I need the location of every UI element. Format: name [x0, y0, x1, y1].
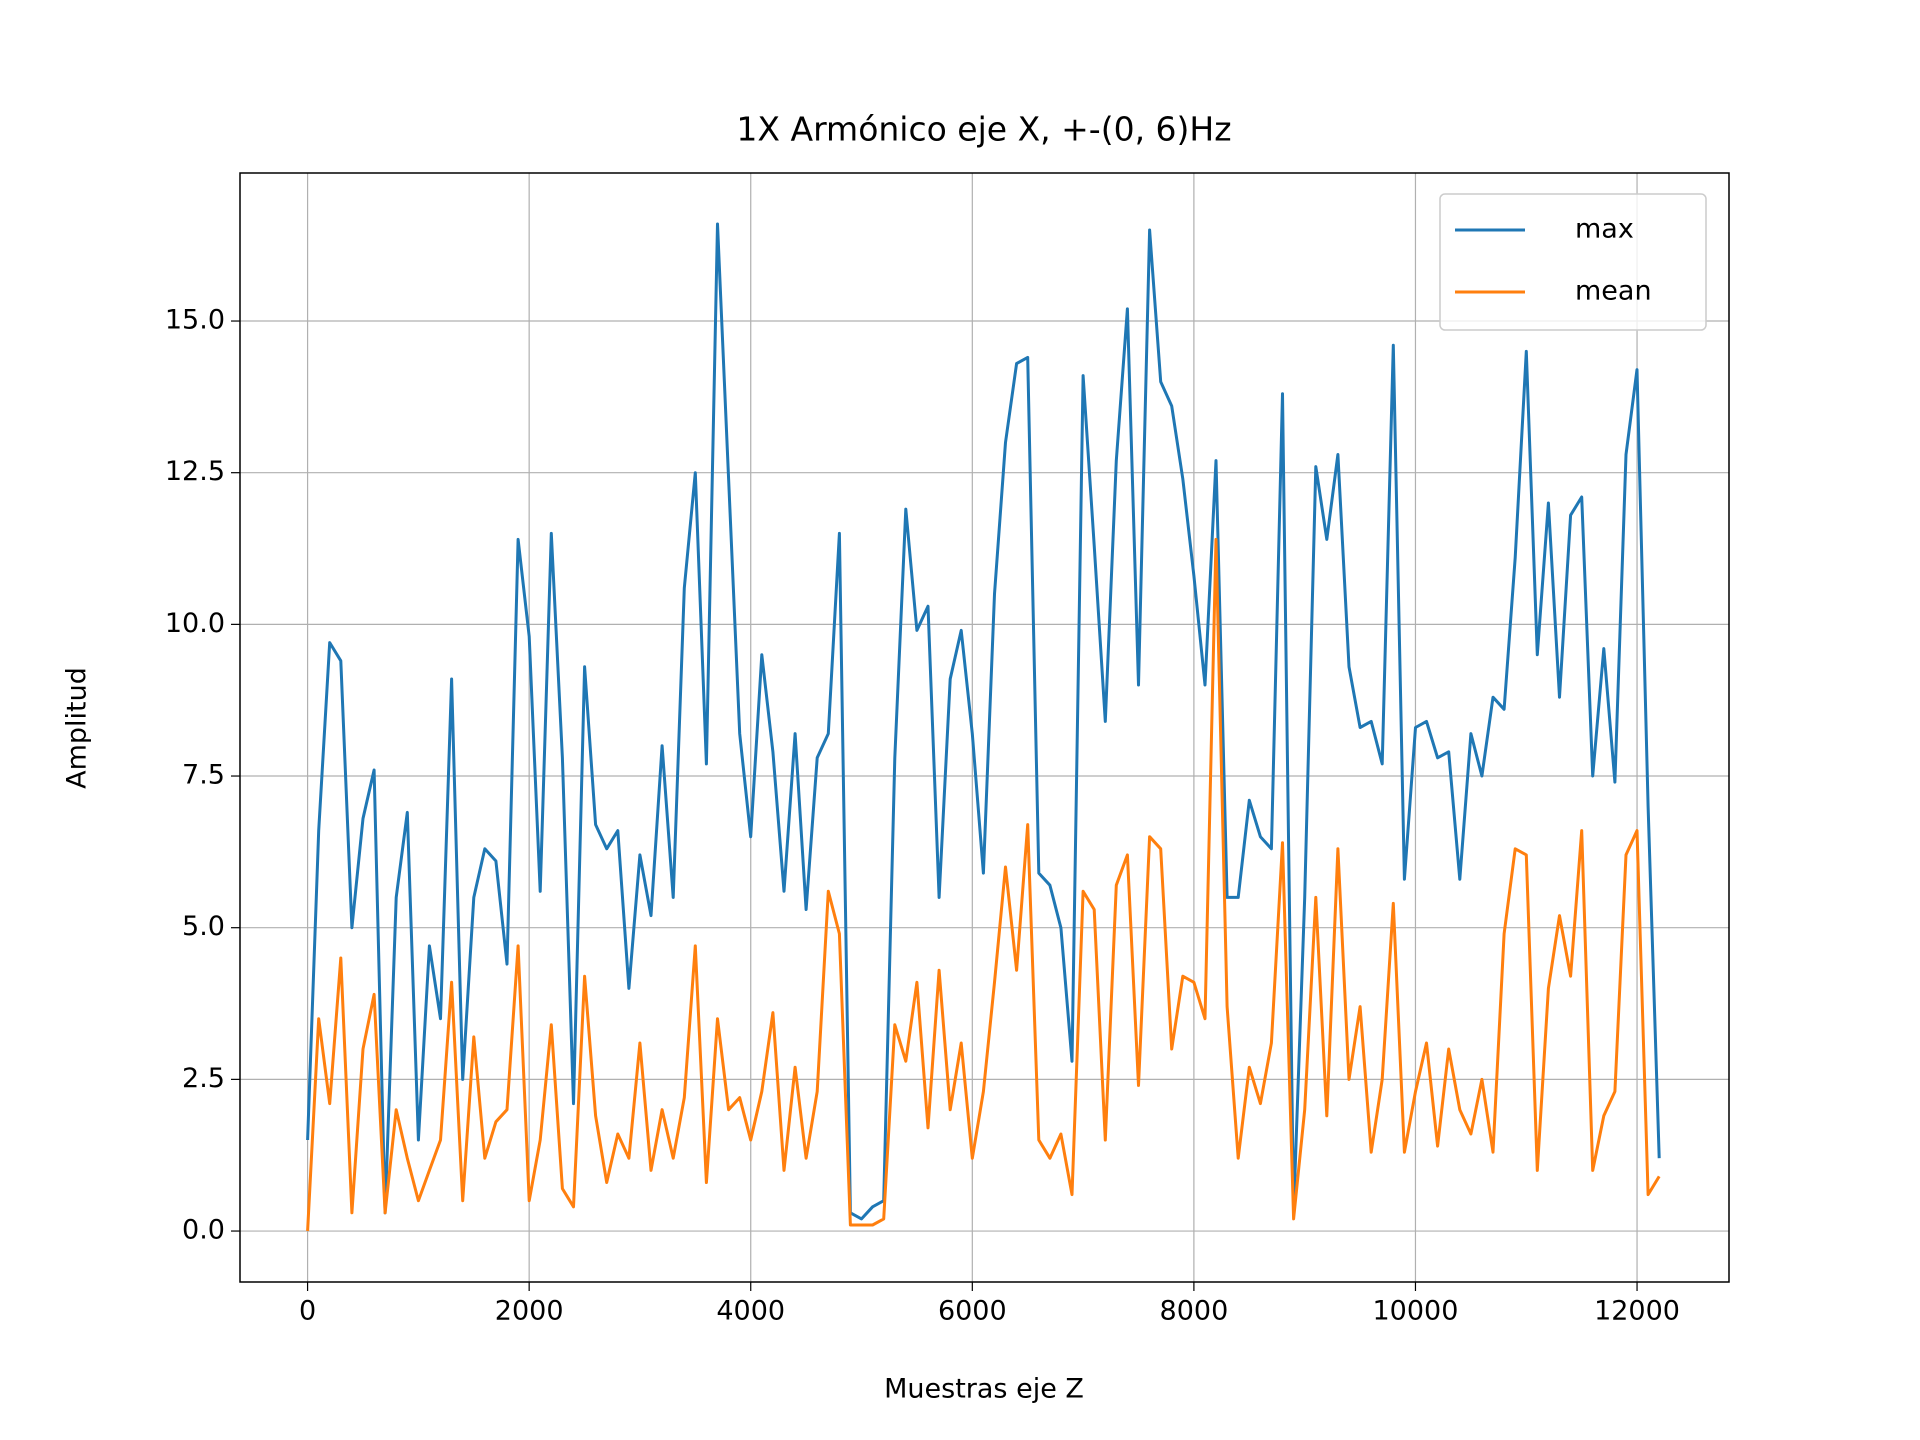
x-tick-label: 4000 — [716, 1296, 785, 1327]
legend-box — [1439, 193, 1707, 331]
y-tick-label: 5.0 — [182, 911, 225, 942]
y-axis-label: Amplitud — [62, 667, 93, 789]
chart-title: 1X Armónico eje X, +-(0, 6)Hz — [736, 110, 1231, 149]
series-line — [306, 222, 1661, 1221]
y-tick-label: 15.0 — [165, 305, 225, 336]
y-tick-label: 12.5 — [165, 456, 225, 487]
x-tick-label: 10000 — [1373, 1296, 1459, 1327]
x-tick-label: 8000 — [1160, 1296, 1229, 1327]
axes-frame — [239, 172, 1730, 1283]
legend: max mean — [1439, 193, 1707, 331]
legend-label: mean — [1575, 276, 1652, 307]
legend-label: max — [1575, 214, 1634, 245]
x-tick-label: 6000 — [938, 1296, 1007, 1327]
y-tick-label: 7.5 — [182, 760, 225, 791]
series-line — [306, 537, 1661, 1232]
x-tick-label: 0 — [299, 1296, 316, 1327]
y-tick-label: 10.0 — [165, 608, 225, 639]
x-axis-label: Muestras eje Z — [884, 1374, 1084, 1405]
y-tick-label: 0.0 — [182, 1215, 225, 1246]
x-tick-label: 12000 — [1594, 1296, 1680, 1327]
x-tick-label: 2000 — [495, 1296, 564, 1327]
y-tick-label: 2.5 — [182, 1063, 225, 1094]
